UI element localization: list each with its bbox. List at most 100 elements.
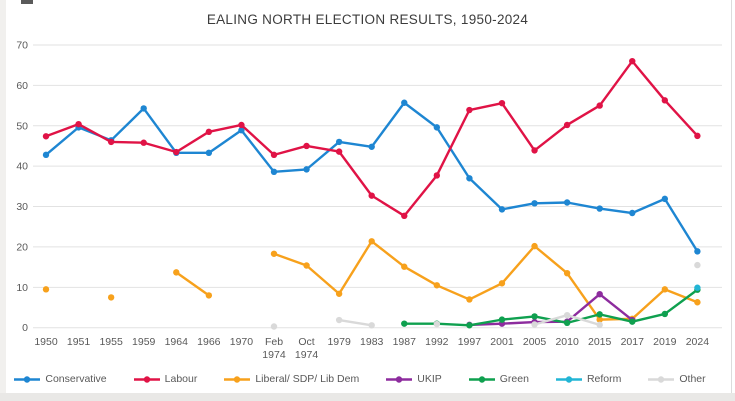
data-point-labour-2010 <box>563 121 571 129</box>
data-point-labour-1966 <box>205 128 213 136</box>
data-point-conservative-2024 <box>694 248 701 255</box>
data-point-other-1983 <box>368 322 375 329</box>
series-line-liberal-sdp-lib-dem <box>272 240 699 321</box>
data-point-labour-1983 <box>368 192 375 199</box>
data-point-green-2019 <box>661 310 669 318</box>
legend-marker-reform-icon <box>555 375 582 383</box>
data-point-labour-1979 <box>335 148 343 155</box>
x-axis-tick-label: 2015 <box>588 336 612 348</box>
data-point-liberal-sdp-lib-dem-1983 <box>368 238 375 245</box>
y-axis-tick-label: 40 <box>16 161 28 173</box>
data-point-labour-1964 <box>173 148 180 156</box>
data-point-green-2017 <box>629 318 636 325</box>
data-point-labour-2017 <box>629 57 636 65</box>
legend-marker-labour-icon <box>133 375 160 383</box>
y-axis-tick-label: 60 <box>16 80 28 92</box>
x-axis-tick-label: 1992 <box>425 336 449 348</box>
data-point-labour-1955 <box>107 138 115 146</box>
series-line-other <box>337 318 373 327</box>
data-point-liberal-sdp-lib-dem-1997 <box>466 296 473 303</box>
data-point-labour-2001 <box>498 99 506 107</box>
data-point-green-1997 <box>466 322 473 329</box>
window-right-edge <box>731 0 732 393</box>
data-point-labour-2019 <box>661 97 669 104</box>
legend-label: Conservative <box>45 373 107 385</box>
series-line-ukip <box>468 292 634 327</box>
data-point-conservative-Oct-1974 <box>303 166 310 173</box>
legend-label: Other <box>679 373 706 385</box>
data-point-conservative-1979 <box>335 138 343 146</box>
data-point-labour-Oct-1974 <box>303 142 310 150</box>
legend-item-labour: Labour <box>133 373 197 385</box>
data-point-liberal-sdp-lib-dem-2019 <box>661 286 669 293</box>
data-point-conservative-2010 <box>563 199 571 206</box>
legend-marker-other-icon <box>648 375 675 383</box>
x-axis-tick-label: 1979 <box>327 336 351 348</box>
data-point-conservative-1992 <box>433 124 441 131</box>
data-point-reform-2024 <box>694 284 701 291</box>
x-axis-tick-label: 1983 <box>360 336 384 348</box>
y-axis-tick-label: 70 <box>16 39 28 51</box>
data-point-conservative-Feb-1974 <box>270 168 278 176</box>
legend-marker-ukip-icon <box>386 375 413 383</box>
data-point-conservative-2015 <box>596 205 603 212</box>
data-point-labour-1959 <box>140 139 147 146</box>
data-point-liberal-sdp-lib-dem-2024 <box>694 299 701 306</box>
x-axis-tick-label: 2005 <box>523 336 547 348</box>
data-point-labour-2005 <box>531 147 538 154</box>
data-point-other-1992 <box>433 320 441 328</box>
data-point-other-Feb-1974 <box>270 323 278 330</box>
y-axis-tick-label: 50 <box>16 120 28 132</box>
x-axis-tick-label: 1959 <box>132 336 156 348</box>
data-point-labour-2024 <box>694 132 701 140</box>
chart-title: EALING NORTH ELECTION RESULTS, 1950-2024 <box>206 12 529 27</box>
x-axis-tick-label: 1955 <box>99 336 123 348</box>
data-point-liberal-sdp-lib-dem-1964 <box>173 269 180 276</box>
data-point-other-1979 <box>335 316 343 324</box>
data-point-labour-1992 <box>433 172 441 179</box>
data-point-liberal-sdp-lib-dem-2010 <box>563 269 571 277</box>
legend-label: UKIP <box>417 373 442 385</box>
legend-marker-liberal-sdp-lib-dem-icon <box>224 375 251 383</box>
x-axis-tick-label: Feb 1974 <box>262 336 286 361</box>
x-axis-tick-label: 1966 <box>197 336 221 348</box>
legend-marker-green-icon <box>468 375 495 383</box>
legend-label: Green <box>499 373 529 385</box>
data-point-labour-Feb-1974 <box>270 151 278 159</box>
data-point-conservative-1970 <box>238 127 245 134</box>
data-point-liberal-sdp-lib-dem-1955 <box>107 294 115 301</box>
data-point-liberal-sdp-lib-dem-Feb-1974 <box>270 250 278 257</box>
data-point-liberal-sdp-lib-dem-2005 <box>531 242 538 250</box>
data-point-labour-1950 <box>42 133 50 140</box>
series-liberal-sdp-lib-dem <box>42 238 701 323</box>
data-point-conservative-2017 <box>629 209 636 217</box>
legend-item-liberal-sdp-lib-dem: Liberal/ SDP/ Lib Dem <box>224 373 359 385</box>
x-axis-tick-label: 1950 <box>34 336 58 348</box>
data-point-labour-1970 <box>238 121 245 129</box>
data-point-liberal-sdp-lib-dem-2001 <box>498 280 506 287</box>
x-axis-tick-label: 2024 <box>686 336 710 348</box>
data-point-conservative-1987 <box>401 99 408 106</box>
data-point-labour-2015 <box>596 102 603 109</box>
legend-item-conservative: Conservative <box>14 373 107 385</box>
legend: Conservative Labour Liberal/ SDP/ Lib Dem U… <box>0 373 720 385</box>
data-point-liberal-sdp-lib-dem-1966 <box>205 292 213 299</box>
data-point-labour-1951 <box>75 120 82 128</box>
data-point-liberal-sdp-lib-dem-1992 <box>433 282 441 289</box>
x-axis-tick-label: 2010 <box>555 336 579 348</box>
data-point-green-1987 <box>401 320 408 327</box>
data-point-labour-1987 <box>401 212 408 220</box>
legend-item-other: Other <box>648 373 706 385</box>
data-point-conservative-1959 <box>140 105 147 112</box>
data-point-conservative-1997 <box>466 175 473 182</box>
legend-item-reform: Reform <box>555 373 621 385</box>
data-point-green-2005 <box>531 313 538 320</box>
data-point-conservative-1950 <box>42 151 50 159</box>
data-point-liberal-sdp-lib-dem-2015 <box>596 316 603 323</box>
y-axis-tick-label: 30 <box>16 201 28 213</box>
window-left-edge <box>0 0 6 393</box>
data-point-green-2015 <box>596 311 603 318</box>
data-point-conservative-2019 <box>661 195 669 203</box>
